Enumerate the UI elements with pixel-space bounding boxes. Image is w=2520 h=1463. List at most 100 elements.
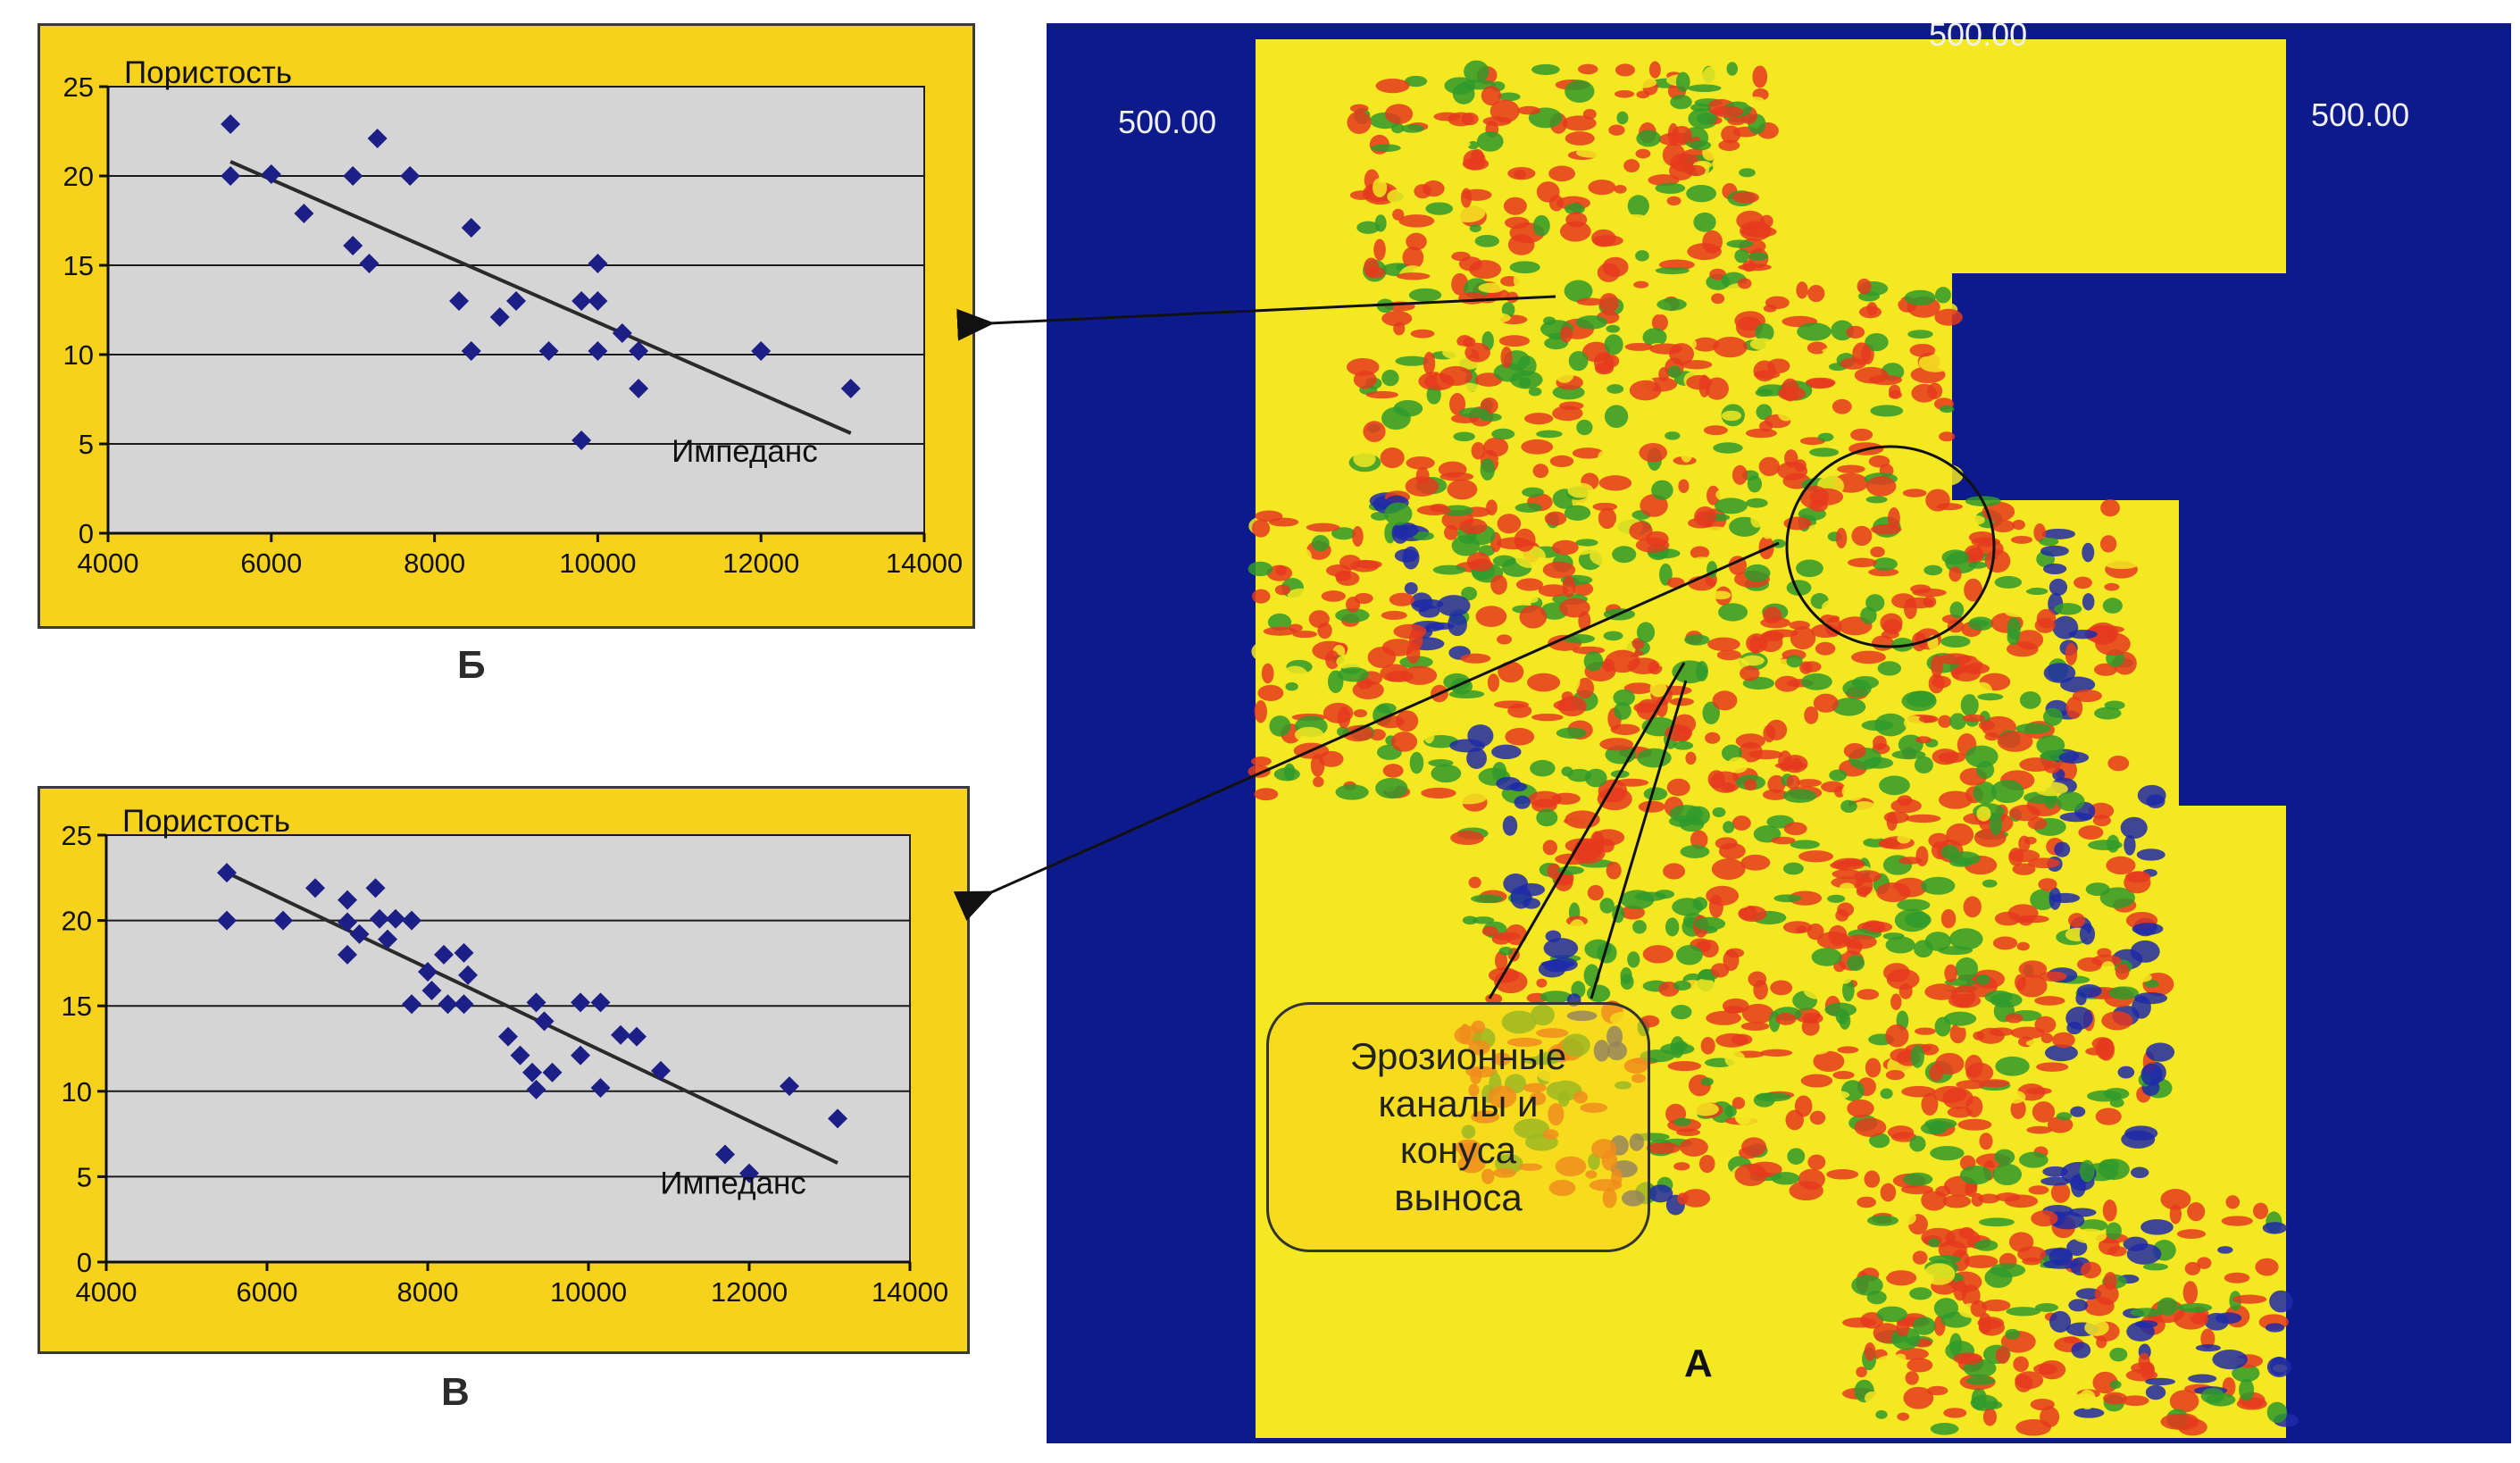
map-texture <box>1623 159 1640 173</box>
map-texture <box>1603 136 1619 151</box>
map-texture <box>2031 1210 2058 1227</box>
map-texture <box>1835 527 1848 549</box>
map-texture <box>2085 882 2110 897</box>
map-texture <box>2040 1032 2054 1044</box>
map-texture <box>1890 291 1902 303</box>
map-texture <box>1885 1069 1906 1081</box>
map-texture <box>1903 1386 1934 1409</box>
map-texture <box>1750 512 1764 528</box>
map-texture <box>1251 519 1271 538</box>
map-texture <box>1861 720 1894 732</box>
map-texture <box>1481 926 1498 937</box>
map-texture <box>1694 506 1716 527</box>
map-texture <box>1623 682 1654 695</box>
map-texture <box>2138 1352 2150 1371</box>
map-texture <box>1809 447 1840 457</box>
map-texture <box>1450 831 1484 846</box>
map-texture <box>2232 1294 2267 1304</box>
coord-label-left: 500.00 <box>1118 104 1217 140</box>
map-texture <box>1686 164 1706 177</box>
map-texture <box>1935 287 1951 304</box>
trend-line <box>229 160 852 435</box>
map-texture <box>1687 84 1722 93</box>
map-texture <box>1942 1194 1972 1208</box>
map-texture <box>1744 564 1771 582</box>
map-texture <box>1963 663 1990 674</box>
map-texture <box>1319 750 1344 767</box>
map-texture <box>1911 434 1927 446</box>
map-texture <box>1565 212 1588 228</box>
map-texture <box>2079 1159 2095 1183</box>
map-texture <box>2102 1200 2117 1222</box>
map-texture <box>2107 755 2130 772</box>
map-texture <box>1576 297 1605 306</box>
map-texture <box>1936 503 1963 511</box>
map-texture <box>1251 589 1271 604</box>
map-texture <box>1352 525 1364 548</box>
map-texture <box>1935 576 1950 592</box>
map-texture <box>1559 598 1590 618</box>
y-tick-label: 0 <box>77 1247 92 1278</box>
map-texture <box>1877 661 1901 676</box>
map-texture <box>2040 1176 2071 1186</box>
trend-line <box>226 871 839 1165</box>
data-point <box>343 166 363 186</box>
map-texture <box>1746 96 1765 108</box>
map-texture <box>1731 536 1764 553</box>
data-point <box>780 1076 799 1097</box>
map-texture <box>1786 774 1800 790</box>
map-texture <box>1469 260 1502 280</box>
map-texture <box>1372 178 1388 197</box>
map-texture <box>1656 297 1687 311</box>
map-texture <box>1686 184 1717 203</box>
map-texture <box>2144 979 2159 989</box>
map-texture <box>1924 932 1951 951</box>
map-texture <box>2039 537 2059 547</box>
map-texture <box>1565 203 1585 215</box>
map-texture <box>1900 1184 1933 1195</box>
map-texture <box>1914 756 1933 774</box>
map-texture <box>2140 1063 2163 1086</box>
map-texture <box>1723 949 1740 972</box>
map-texture <box>1752 65 1768 88</box>
erosion-channels-callout: Эрозионные каналы и конуса выноса <box>1266 1002 1650 1252</box>
map-texture <box>1865 496 1888 504</box>
map-texture <box>1984 1267 2013 1289</box>
map-texture <box>1498 92 1521 102</box>
map-texture <box>2132 923 2164 935</box>
map-texture <box>1459 518 1488 535</box>
map-texture <box>1803 980 1832 999</box>
map-texture <box>2025 1087 2052 1095</box>
y-tick-label: 25 <box>63 71 94 103</box>
map-texture <box>1832 398 1852 414</box>
map-texture <box>2160 1413 2195 1430</box>
map-texture <box>1753 980 1768 1000</box>
data-point <box>828 1108 847 1129</box>
map-texture <box>1336 654 1367 670</box>
map-texture <box>1920 1043 1940 1056</box>
map-texture <box>1710 963 1730 978</box>
map-texture <box>1335 784 1369 800</box>
data-point <box>261 164 281 184</box>
map-texture <box>1731 1097 1746 1109</box>
map-texture <box>1777 461 1808 481</box>
map-texture <box>1602 658 1615 673</box>
map-texture <box>1930 1145 1965 1161</box>
map-texture <box>2071 1342 2091 1358</box>
x-tick-label: 4000 <box>78 548 139 579</box>
map-texture <box>1896 1317 1910 1337</box>
map-texture <box>1544 511 1567 526</box>
map-texture <box>1281 665 1309 686</box>
map-texture <box>2026 1284 2042 1301</box>
map-texture <box>1685 751 1697 765</box>
map-texture <box>1659 414 1685 432</box>
map-texture <box>1706 1010 1741 1025</box>
map-texture <box>2092 815 2111 827</box>
map-texture <box>1391 522 1409 544</box>
map-texture <box>1707 637 1740 651</box>
map-texture <box>1575 147 1609 158</box>
map-texture <box>1864 1170 1881 1188</box>
map-texture <box>1495 497 1518 511</box>
map-texture <box>1370 512 1389 521</box>
map-texture <box>1924 983 1958 1000</box>
